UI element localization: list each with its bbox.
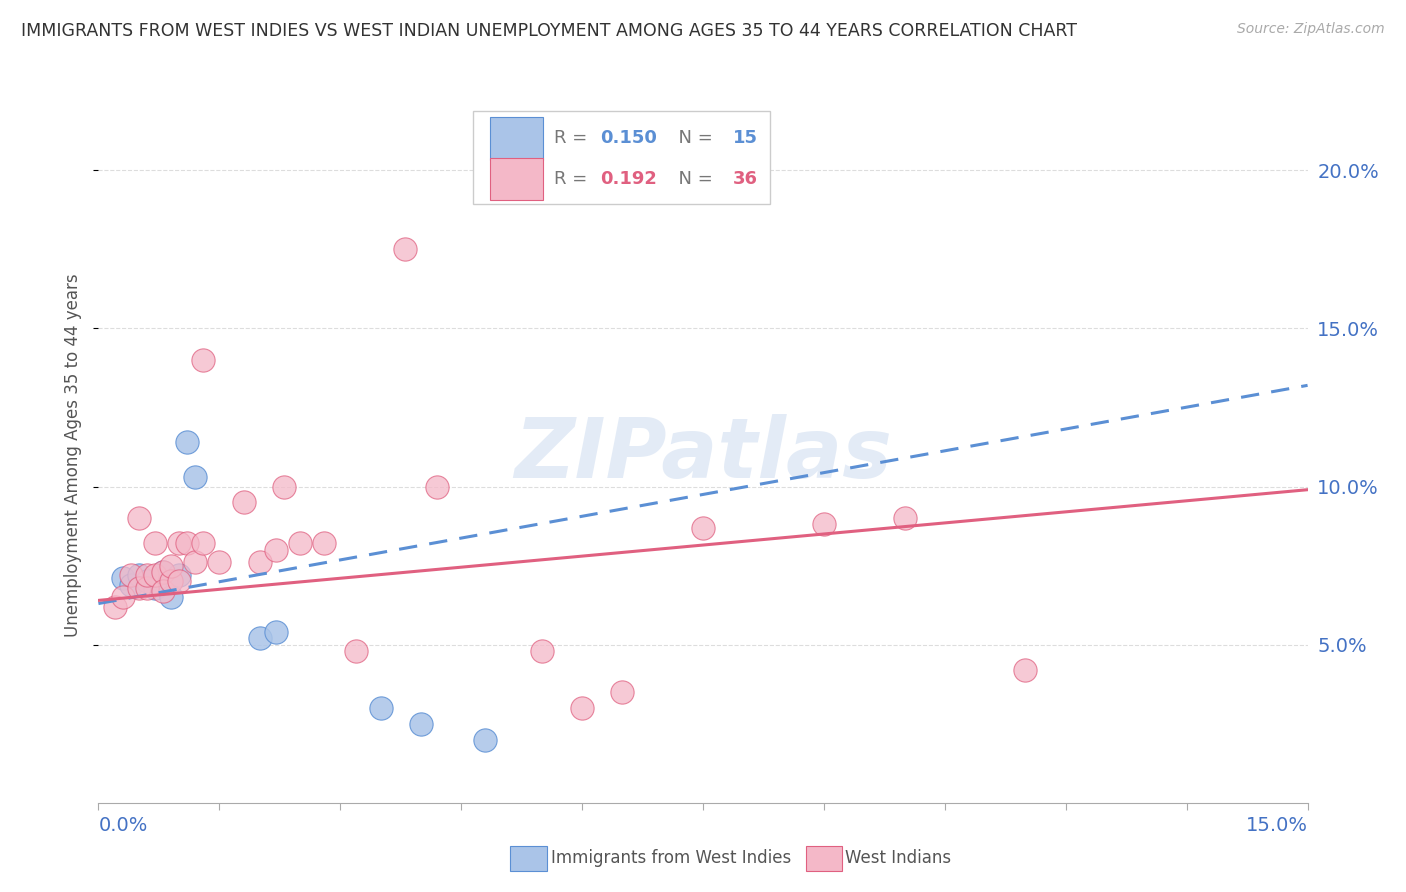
- Point: [103, 599, 125, 614]
- Point: [264, 625, 287, 640]
- Point: [120, 568, 142, 582]
- Y-axis label: Unemployment Among Ages 35 to 44 years: Unemployment Among Ages 35 to 44 years: [65, 273, 83, 637]
- Point: [193, 353, 215, 368]
- FancyBboxPatch shape: [474, 111, 769, 204]
- Point: [249, 632, 271, 646]
- FancyBboxPatch shape: [491, 158, 543, 201]
- Point: [813, 517, 835, 532]
- Point: [160, 558, 183, 573]
- Text: 0.0%: 0.0%: [98, 815, 148, 835]
- Text: R =: R =: [554, 170, 593, 188]
- FancyBboxPatch shape: [491, 117, 543, 160]
- Text: N =: N =: [666, 129, 718, 147]
- Point: [143, 581, 166, 595]
- Text: N =: N =: [666, 170, 718, 188]
- Point: [167, 574, 190, 589]
- Point: [893, 511, 915, 525]
- Point: [1014, 663, 1036, 677]
- Point: [160, 574, 183, 589]
- Point: [370, 701, 392, 715]
- Point: [111, 571, 134, 585]
- Point: [692, 521, 714, 535]
- Point: [176, 536, 198, 550]
- Point: [426, 479, 449, 493]
- Text: 36: 36: [734, 170, 758, 188]
- Point: [160, 591, 183, 605]
- Point: [135, 574, 157, 589]
- Point: [143, 536, 166, 550]
- Point: [184, 470, 207, 484]
- Point: [111, 591, 134, 605]
- Point: [120, 577, 142, 591]
- Point: [176, 435, 198, 450]
- Text: IMMIGRANTS FROM WEST INDIES VS WEST INDIAN UNEMPLOYMENT AMONG AGES 35 TO 44 YEAR: IMMIGRANTS FROM WEST INDIES VS WEST INDI…: [21, 22, 1077, 40]
- Point: [167, 536, 190, 550]
- Point: [135, 581, 157, 595]
- Point: [394, 243, 416, 257]
- Text: Immigrants from West Indies: Immigrants from West Indies: [551, 849, 792, 867]
- Point: [530, 644, 553, 658]
- Point: [344, 644, 367, 658]
- Point: [135, 568, 157, 582]
- Point: [167, 568, 190, 582]
- Text: West Indians: West Indians: [845, 849, 950, 867]
- Point: [193, 536, 215, 550]
- Text: 0.150: 0.150: [600, 129, 657, 147]
- Point: [273, 479, 295, 493]
- Point: [232, 495, 254, 509]
- Point: [128, 511, 150, 525]
- Point: [143, 568, 166, 582]
- Point: [128, 581, 150, 595]
- Point: [208, 556, 231, 570]
- Point: [474, 732, 496, 747]
- Point: [264, 542, 287, 557]
- Point: [409, 716, 432, 731]
- Point: [314, 536, 336, 550]
- Point: [128, 568, 150, 582]
- Point: [612, 685, 634, 699]
- Text: 15.0%: 15.0%: [1246, 815, 1308, 835]
- Point: [152, 565, 174, 579]
- Text: 0.192: 0.192: [600, 170, 657, 188]
- Point: [152, 565, 174, 579]
- Point: [288, 536, 311, 550]
- Point: [249, 556, 271, 570]
- Text: R =: R =: [554, 129, 593, 147]
- Point: [184, 556, 207, 570]
- Point: [152, 583, 174, 598]
- Text: 15: 15: [734, 129, 758, 147]
- Text: Source: ZipAtlas.com: Source: ZipAtlas.com: [1237, 22, 1385, 37]
- Text: ZIPatlas: ZIPatlas: [515, 415, 891, 495]
- Point: [571, 701, 593, 715]
